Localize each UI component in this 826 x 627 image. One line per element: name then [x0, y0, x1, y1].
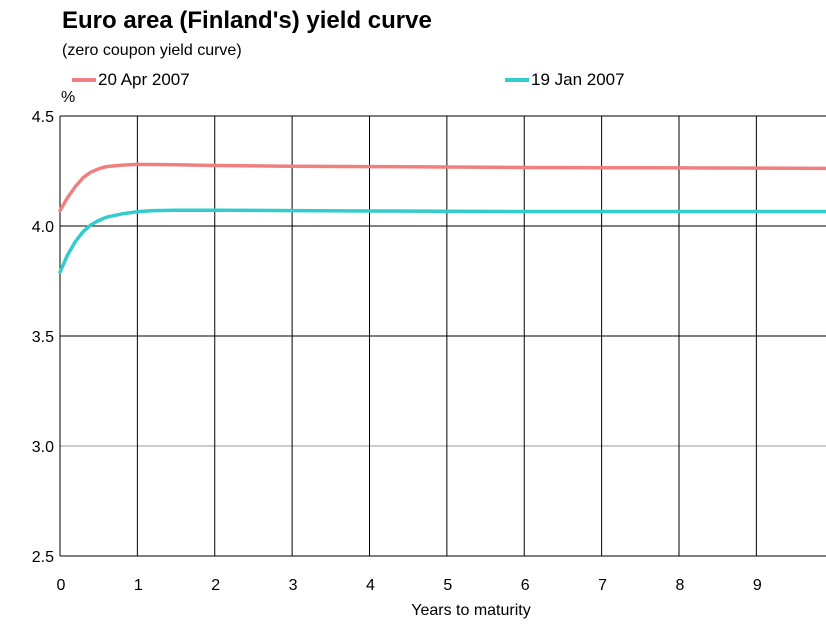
- legend-label-apr-2007: 20 Apr 2007: [98, 70, 190, 89]
- series-line-0: [58, 162, 826, 213]
- x-tick-label: 7: [598, 577, 607, 594]
- legend-label-jan-2007: 19 Jan 2007: [531, 70, 625, 89]
- x-tick-label: 3: [289, 577, 298, 594]
- x-tick-label: 0: [57, 577, 66, 594]
- x-tick-label: 5: [443, 577, 452, 594]
- x-tick-label: 2: [211, 577, 220, 594]
- series-line-1: [58, 208, 826, 274]
- x-tick-label: 8: [676, 577, 685, 594]
- y-tick-label: 3.5: [32, 329, 54, 346]
- x-tick-label: 6: [521, 577, 530, 594]
- y-tick-label: 2.5: [32, 549, 54, 566]
- x-tick-label: 9: [753, 577, 762, 594]
- legend-swatch-apr-2007: [72, 78, 96, 82]
- legend-item-apr-2007: 20 Apr 2007: [72, 70, 190, 90]
- legend-swatch-jan-2007: [505, 78, 529, 82]
- y-tick-label: 3.0: [32, 439, 54, 456]
- y-axis-label: %: [61, 89, 76, 106]
- x-tick-label: 1: [134, 577, 143, 594]
- chart-title: Euro area (Finland's) yield curve: [62, 7, 432, 34]
- x-tick-label: 4: [366, 577, 375, 594]
- y-tick-label: 4.0: [32, 219, 54, 236]
- legend-item-jan-2007: 19 Jan 2007: [505, 70, 625, 90]
- chart-subtitle: (zero coupon yield curve): [62, 42, 242, 59]
- y-tick-label: 4.5: [32, 109, 54, 126]
- x-axis-label: Years to maturity: [411, 602, 531, 619]
